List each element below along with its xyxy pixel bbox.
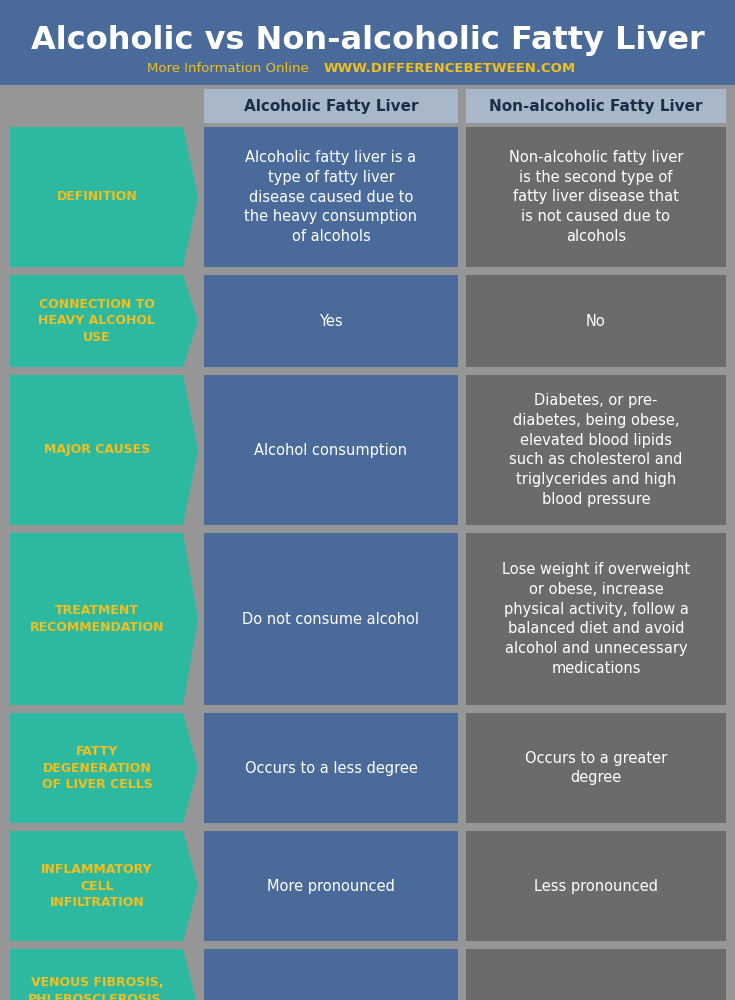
Text: CONNECTION TO
HEAVY ALCOHOL
USE: CONNECTION TO HEAVY ALCOHOL USE [38,298,156,344]
FancyBboxPatch shape [466,949,726,1000]
FancyBboxPatch shape [466,533,726,705]
Text: DEFINITION: DEFINITION [57,190,137,204]
Text: Alcoholic Fatty Liver: Alcoholic Fatty Liver [244,99,418,113]
FancyBboxPatch shape [466,89,726,123]
Text: Do not consume alcohol: Do not consume alcohol [243,611,420,626]
Text: Occurs to a greater
degree: Occurs to a greater degree [525,751,667,785]
Text: VENOUS FIBROSIS,
PHLEBOSCLEROSIS,
AND LYMPHOCYTIC
PHLEBITIS: VENOUS FIBROSIS, PHLEBOSCLEROSIS, AND LY… [28,976,166,1000]
FancyBboxPatch shape [204,127,458,267]
Text: TREATMENT
RECOMMENDATION: TREATMENT RECOMMENDATION [29,604,164,634]
Polygon shape [10,127,198,267]
Text: Non-alcoholic Fatty Liver: Non-alcoholic Fatty Liver [490,99,703,113]
Text: Alcoholic vs Non-alcoholic Fatty Liver: Alcoholic vs Non-alcoholic Fatty Liver [31,24,704,55]
FancyBboxPatch shape [204,533,458,705]
FancyBboxPatch shape [204,831,458,941]
FancyBboxPatch shape [204,375,458,525]
FancyBboxPatch shape [0,0,735,85]
Polygon shape [10,375,198,525]
Text: Occurs to a less degree: Occurs to a less degree [245,760,417,776]
Text: No: No [586,314,606,328]
Text: MAJOR CAUSES: MAJOR CAUSES [44,444,150,456]
FancyBboxPatch shape [466,275,726,367]
Polygon shape [10,949,198,1000]
FancyBboxPatch shape [466,375,726,525]
Polygon shape [10,533,198,705]
Text: Alcoholic fatty liver is a
type of fatty liver
disease caused due to
the heavy c: Alcoholic fatty liver is a type of fatty… [245,150,417,244]
Text: More pronounced: More pronounced [267,879,395,894]
Text: WWW.DIFFERENCEBETWEEN.COM: WWW.DIFFERENCEBETWEEN.COM [323,62,576,75]
Polygon shape [10,713,198,823]
Text: Lose weight if overweight
or obese, increase
physical activity, follow a
balance: Lose weight if overweight or obese, incr… [502,562,690,676]
Text: Less pronounced: Less pronounced [534,879,658,894]
FancyBboxPatch shape [466,831,726,941]
FancyBboxPatch shape [204,949,458,1000]
Text: Non-alcoholic fatty liver
is the second type of
fatty liver disease that
is not : Non-alcoholic fatty liver is the second … [509,150,684,244]
Text: FATTY
DEGENERATION
OF LIVER CELLS: FATTY DEGENERATION OF LIVER CELLS [42,745,152,791]
FancyBboxPatch shape [204,89,458,123]
Text: Alcohol consumption: Alcohol consumption [254,442,407,458]
Text: Diabetes, or pre-
diabetes, being obese,
elevated blood lipids
such as cholester: Diabetes, or pre- diabetes, being obese,… [509,393,683,507]
Polygon shape [10,831,198,941]
Text: INFLAMMATORY
CELL
INFILTRATION: INFLAMMATORY CELL INFILTRATION [41,863,153,909]
FancyBboxPatch shape [466,127,726,267]
FancyBboxPatch shape [204,275,458,367]
FancyBboxPatch shape [204,713,458,823]
Polygon shape [10,275,198,367]
Text: Yes: Yes [319,314,343,328]
FancyBboxPatch shape [466,713,726,823]
Text: More Information Online: More Information Online [147,62,309,75]
